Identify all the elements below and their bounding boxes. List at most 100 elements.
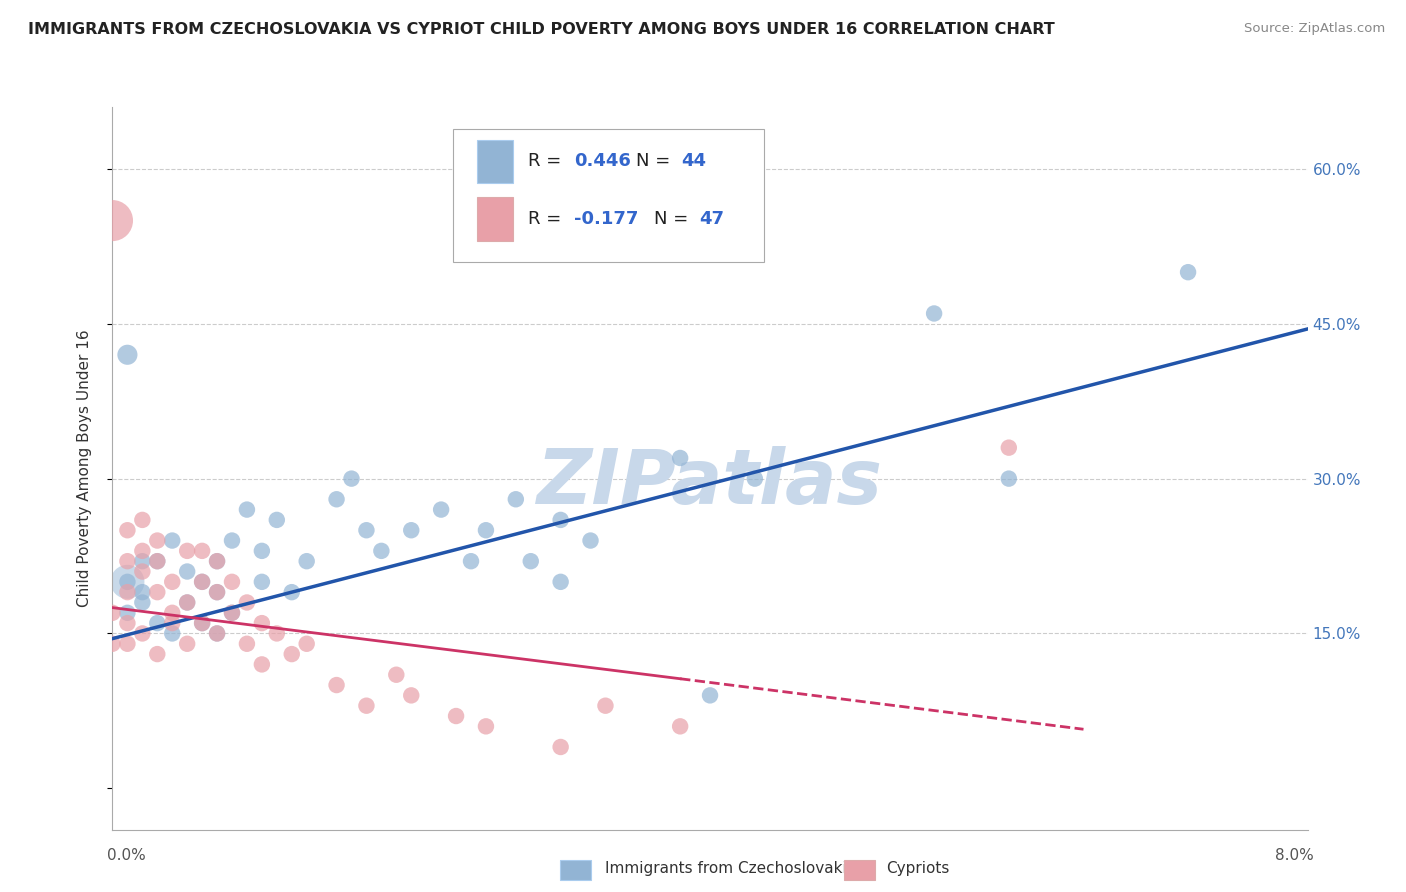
Text: Cypriots: Cypriots [886, 862, 949, 876]
Point [221, 606, 243, 620]
Y-axis label: Child Poverty Among Boys Under 16: Child Poverty Among Boys Under 16 [77, 329, 91, 607]
Point [191, 616, 214, 631]
Point [191, 544, 214, 558]
Point [117, 637, 139, 651]
Point [669, 719, 692, 733]
Point [669, 450, 692, 465]
Point [250, 657, 273, 672]
Text: Source: ZipAtlas.com: Source: ZipAtlas.com [1244, 22, 1385, 36]
Point [221, 533, 243, 548]
Point [340, 472, 363, 486]
Point [595, 698, 617, 713]
Point [176, 544, 198, 558]
Point [176, 637, 198, 651]
Point [146, 647, 169, 661]
Point [295, 554, 318, 568]
Point [250, 616, 273, 631]
Point [250, 544, 273, 558]
Point [146, 585, 169, 599]
Text: 0.446: 0.446 [574, 153, 631, 170]
Point [550, 739, 572, 754]
Point [401, 523, 423, 537]
FancyBboxPatch shape [477, 139, 513, 183]
Point [401, 689, 423, 703]
Point [505, 492, 527, 507]
Point [550, 513, 572, 527]
Point [475, 523, 498, 537]
Point [325, 678, 347, 692]
Point [370, 544, 392, 558]
Point [162, 626, 183, 640]
Point [117, 574, 139, 589]
Text: 44: 44 [682, 153, 706, 170]
Point [325, 492, 347, 507]
Point [131, 544, 153, 558]
Point [460, 554, 482, 568]
Point [205, 626, 228, 640]
Point [430, 502, 453, 516]
Text: Immigrants from Czechoslovakia: Immigrants from Czechoslovakia [605, 862, 856, 876]
Point [295, 637, 318, 651]
Point [117, 574, 139, 589]
Text: IMMIGRANTS FROM CZECHOSLOVAKIA VS CYPRIOT CHILD POVERTY AMONG BOYS UNDER 16 CORR: IMMIGRANTS FROM CZECHOSLOVAKIA VS CYPRIO… [28, 22, 1054, 37]
Point [236, 595, 259, 609]
Point [205, 626, 228, 640]
Point [191, 574, 214, 589]
Point [146, 616, 169, 631]
Text: ZIPatlas: ZIPatlas [537, 446, 883, 520]
Point [356, 523, 378, 537]
Point [131, 626, 153, 640]
Point [236, 637, 259, 651]
Point [176, 595, 198, 609]
Text: 0.0%: 0.0% [107, 847, 145, 863]
Point [744, 472, 766, 486]
Point [1177, 265, 1199, 279]
Point [579, 533, 602, 548]
Point [205, 554, 228, 568]
Point [356, 698, 378, 713]
Point [131, 554, 153, 568]
Point [520, 554, 543, 568]
Point [922, 306, 945, 320]
Point [131, 565, 153, 579]
Point [117, 616, 139, 631]
Text: 8.0%: 8.0% [1275, 847, 1313, 863]
Text: 47: 47 [699, 210, 724, 228]
Point [281, 585, 304, 599]
Text: R =: R = [529, 153, 568, 170]
Text: N =: N = [636, 153, 676, 170]
Point [146, 533, 169, 548]
Point [221, 606, 243, 620]
FancyBboxPatch shape [453, 128, 763, 262]
Point [475, 719, 498, 733]
Point [131, 513, 153, 527]
Point [117, 523, 139, 537]
Point [101, 606, 124, 620]
Point [131, 585, 153, 599]
Point [176, 595, 198, 609]
FancyBboxPatch shape [477, 197, 513, 241]
Point [444, 709, 467, 723]
Point [162, 616, 183, 631]
Point [998, 441, 1021, 455]
Point [146, 554, 169, 568]
Point [250, 574, 273, 589]
Text: -0.177: -0.177 [574, 210, 638, 228]
Point [117, 585, 139, 599]
Point [162, 533, 183, 548]
Point [191, 574, 214, 589]
Point [385, 667, 408, 681]
Point [205, 585, 228, 599]
Point [699, 689, 721, 703]
Point [117, 606, 139, 620]
Point [266, 513, 288, 527]
Point [162, 606, 183, 620]
Point [550, 574, 572, 589]
Point [281, 647, 304, 661]
Text: N =: N = [654, 210, 693, 228]
Point [221, 574, 243, 589]
Point [162, 574, 183, 589]
Point [191, 616, 214, 631]
Point [131, 595, 153, 609]
Point [998, 472, 1021, 486]
